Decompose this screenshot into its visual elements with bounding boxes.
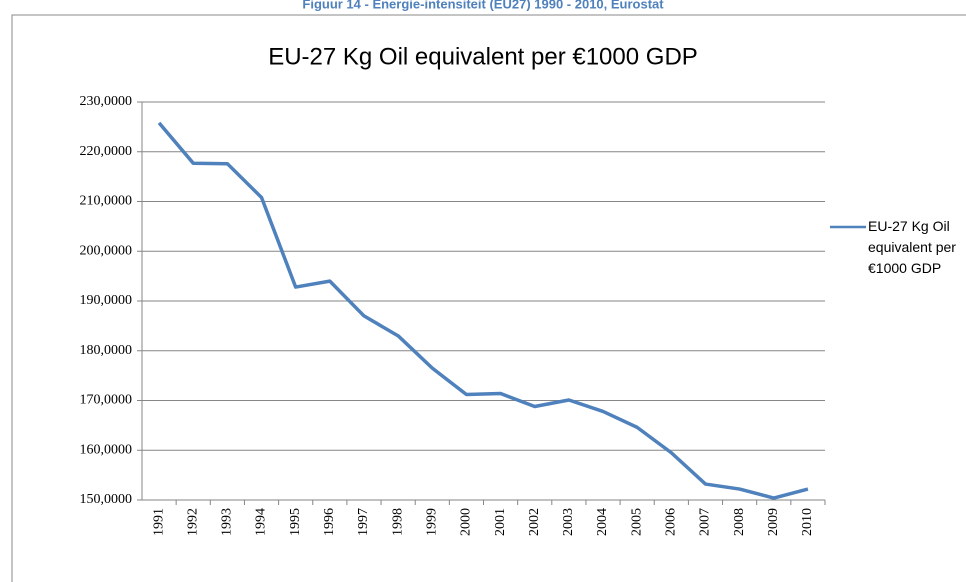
y-tick-label: 170,0000 xyxy=(80,393,133,408)
x-tick-label: 1996 xyxy=(322,508,337,536)
y-tick-label: 230,0000 xyxy=(80,94,133,109)
y-tick-label: 150,0000 xyxy=(80,492,133,507)
x-tick-label: 2003 xyxy=(561,508,576,536)
x-tick-label: 1993 xyxy=(220,508,235,536)
x-tick-label: 1991 xyxy=(151,508,166,536)
x-tick-label: 2004 xyxy=(595,508,610,536)
y-tick-label: 200,0000 xyxy=(80,243,133,258)
x-tick-label: 1995 xyxy=(288,508,303,536)
y-tick-label: 160,0000 xyxy=(80,442,133,457)
x-tick-label: 2007 xyxy=(698,508,713,536)
x-tick-label: 2009 xyxy=(766,508,781,536)
x-tick-label: 1998 xyxy=(390,508,405,536)
x-tick-label: 2008 xyxy=(732,508,747,536)
y-tick-label: 180,0000 xyxy=(80,343,133,358)
legend-label: EU-27 Kg Oil equivalent per €1000 GDP xyxy=(868,218,956,276)
caption: Figuur 14 - Energie-intensiteit (EU27) 1… xyxy=(302,0,664,11)
x-tick-label: 2002 xyxy=(527,508,542,536)
data-line xyxy=(157,121,809,500)
x-tick-label: 1997 xyxy=(356,508,371,536)
x-tick-label: 2001 xyxy=(493,508,508,536)
y-tick-label: 190,0000 xyxy=(80,293,133,308)
x-tick-label: 1999 xyxy=(424,508,439,536)
x-tick-label: 2006 xyxy=(664,508,679,536)
x-tick-label: 1994 xyxy=(254,508,269,536)
y-tick-label: 220,0000 xyxy=(80,144,133,159)
chart-frame xyxy=(11,14,966,582)
x-tick-label: 2010 xyxy=(800,508,815,536)
x-tick-label: 1992 xyxy=(185,508,200,536)
chart-title: EU-27 Kg Oil equivalent per €1000 GDP xyxy=(268,43,698,70)
x-tick-label: 2000 xyxy=(459,508,474,536)
x-tick-label: 2005 xyxy=(629,508,644,536)
y-tick-label: 210,0000 xyxy=(80,194,133,209)
